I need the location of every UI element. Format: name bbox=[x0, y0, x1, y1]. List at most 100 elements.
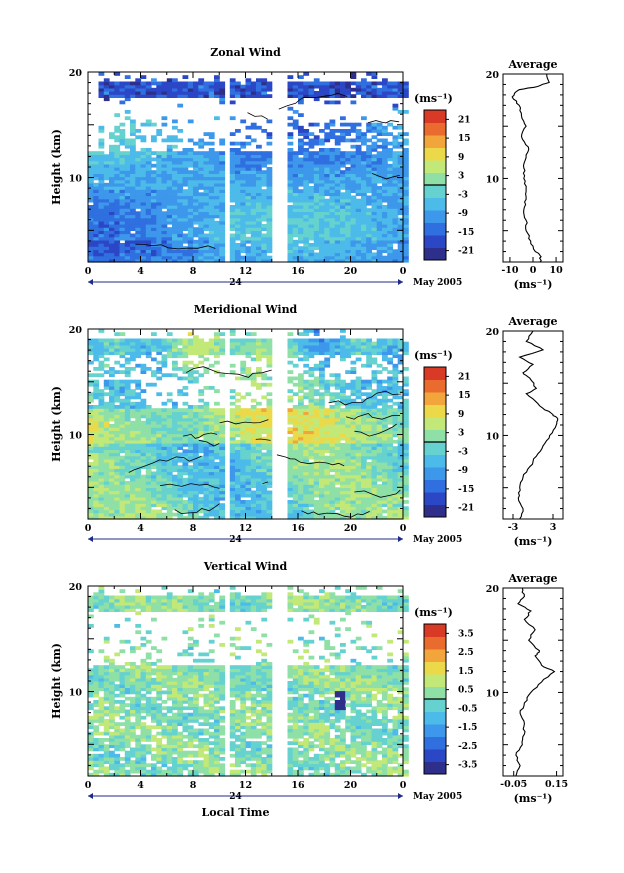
heatmap-cell bbox=[130, 255, 136, 260]
heatmap-cell bbox=[156, 487, 163, 492]
heatmap-cell bbox=[88, 436, 94, 441]
heatmap-cell bbox=[198, 503, 205, 507]
heatmap-cell bbox=[324, 439, 331, 444]
heatmap-cell bbox=[109, 151, 115, 155]
heatmap-cell bbox=[392, 186, 399, 190]
heatmap-cell bbox=[324, 449, 331, 454]
heatmap-cell bbox=[193, 163, 199, 168]
heatmap-cell bbox=[151, 373, 157, 378]
heatmap-cell bbox=[334, 227, 341, 231]
heatmap-cell bbox=[240, 205, 247, 209]
heatmap-cell bbox=[229, 154, 236, 159]
heatmap-cell bbox=[355, 132, 362, 136]
heatmap-cell bbox=[355, 208, 362, 212]
heatmap-cell bbox=[324, 496, 331, 501]
heatmap-cell bbox=[208, 217, 215, 222]
heatmap-cell bbox=[350, 392, 357, 397]
heatmap-cell bbox=[93, 338, 100, 343]
heatmap-cell bbox=[350, 500, 357, 504]
heatmap-cell bbox=[93, 201, 100, 206]
heatmap-cell bbox=[130, 239, 136, 244]
heatmap-cell bbox=[119, 446, 126, 450]
heatmap-cell bbox=[198, 420, 205, 425]
heatmap-cell bbox=[135, 433, 142, 438]
heatmap-cell bbox=[245, 449, 252, 454]
heatmap-cell bbox=[208, 157, 215, 162]
heatmap-cell bbox=[334, 373, 341, 378]
heatmap-cell bbox=[187, 474, 194, 479]
heatmap-cell bbox=[140, 182, 147, 187]
heatmap-cell bbox=[319, 163, 325, 168]
heatmap-cell bbox=[308, 509, 315, 514]
heatmap-cell bbox=[172, 125, 178, 130]
heatmap-cell bbox=[329, 477, 336, 482]
heatmap-cell bbox=[177, 179, 184, 184]
heatmap-cell bbox=[319, 138, 325, 143]
heatmap-cell bbox=[387, 224, 393, 228]
heatmap-cell bbox=[340, 433, 346, 438]
heatmap-cell bbox=[324, 227, 331, 231]
heatmap-cell bbox=[235, 487, 241, 492]
heatmap-cell bbox=[135, 230, 142, 235]
heatmap-cell bbox=[256, 189, 262, 193]
heatmap-cell bbox=[203, 436, 210, 441]
heatmap-cell bbox=[114, 360, 121, 365]
heatmap-cell bbox=[119, 208, 126, 212]
heatmap-cell bbox=[287, 509, 294, 514]
heatmap-cell bbox=[214, 81, 220, 86]
heatmap-cell bbox=[303, 500, 310, 504]
heatmap-cell bbox=[308, 198, 315, 203]
heatmap-cell bbox=[361, 78, 367, 83]
heatmap-cell bbox=[308, 157, 315, 162]
heatmap-cell bbox=[98, 481, 105, 485]
heatmap-cell bbox=[266, 246, 273, 250]
heatmap-cell bbox=[229, 94, 236, 98]
heatmap-cell bbox=[156, 167, 163, 171]
heatmap-cell bbox=[98, 179, 105, 184]
heatmap-cell bbox=[298, 411, 304, 416]
heatmap-cell bbox=[140, 341, 147, 346]
heatmap-cell bbox=[208, 192, 215, 197]
heatmap-cell bbox=[292, 462, 299, 466]
heatmap-cell bbox=[298, 471, 304, 476]
heatmap-cell bbox=[219, 236, 226, 241]
heatmap-cell bbox=[256, 512, 262, 517]
heatmap-cell bbox=[324, 160, 331, 165]
heatmap-cell bbox=[98, 367, 105, 371]
heatmap-cell bbox=[308, 455, 315, 460]
heatmap-cell bbox=[166, 471, 173, 476]
heatmap-cell bbox=[193, 84, 199, 89]
heatmap-cell bbox=[166, 192, 173, 197]
heatmap-cell bbox=[177, 138, 184, 143]
heatmap-cell bbox=[198, 217, 205, 222]
heatmap-cell bbox=[298, 417, 304, 422]
heatmap-cell bbox=[340, 335, 346, 340]
heatmap-cell bbox=[355, 138, 362, 143]
heatmap-cell bbox=[124, 116, 131, 121]
colorbar-segment bbox=[424, 185, 446, 198]
heatmap-cell bbox=[240, 151, 247, 155]
heatmap-cell bbox=[355, 198, 362, 203]
heatmap-cell bbox=[140, 455, 147, 460]
heatmap-cell bbox=[130, 389, 136, 393]
heatmap-cell bbox=[130, 84, 136, 89]
heatmap-cell bbox=[140, 493, 147, 498]
heatmap-cell bbox=[151, 91, 157, 95]
heatmap-cell bbox=[376, 125, 383, 130]
heatmap-cell bbox=[135, 151, 142, 155]
heatmap-cell bbox=[151, 462, 157, 466]
colorbar-segment bbox=[424, 222, 446, 236]
heatmap-cell bbox=[172, 81, 178, 86]
heatmap-cell bbox=[340, 487, 346, 492]
heatmap-cell bbox=[177, 424, 184, 428]
heatmap-cell bbox=[308, 195, 315, 200]
heatmap-cell bbox=[93, 420, 100, 425]
heatmap-cell bbox=[366, 465, 372, 469]
heatmap-cell bbox=[156, 163, 163, 168]
heatmap-cell bbox=[114, 214, 121, 219]
heatmap-cell bbox=[298, 258, 304, 263]
heatmap-cell bbox=[261, 91, 268, 95]
heatmap-cell bbox=[193, 344, 199, 349]
heatmap-cell bbox=[261, 173, 268, 178]
heatmap-cell bbox=[219, 496, 226, 501]
